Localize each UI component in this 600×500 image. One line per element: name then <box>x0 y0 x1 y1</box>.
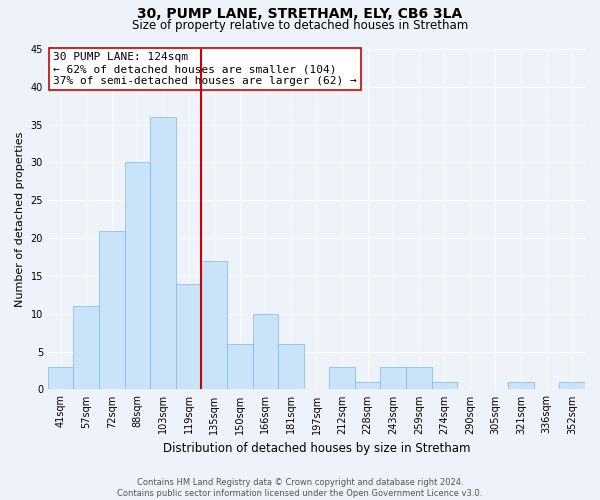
Bar <box>559 382 585 390</box>
Y-axis label: Number of detached properties: Number of detached properties <box>15 132 25 307</box>
Bar <box>431 382 457 390</box>
Text: 30 PUMP LANE: 124sqm
← 62% of detached houses are smaller (104)
37% of semi-deta: 30 PUMP LANE: 124sqm ← 62% of detached h… <box>53 52 357 86</box>
Bar <box>48 366 73 390</box>
Bar <box>329 366 355 390</box>
Bar <box>278 344 304 390</box>
Text: Size of property relative to detached houses in Stretham: Size of property relative to detached ho… <box>132 19 468 32</box>
Bar <box>150 117 176 390</box>
Bar <box>508 382 534 390</box>
Bar <box>355 382 380 390</box>
X-axis label: Distribution of detached houses by size in Stretham: Distribution of detached houses by size … <box>163 442 470 455</box>
Bar <box>202 261 227 390</box>
Text: Contains HM Land Registry data © Crown copyright and database right 2024.
Contai: Contains HM Land Registry data © Crown c… <box>118 478 482 498</box>
Text: 30, PUMP LANE, STRETHAM, ELY, CB6 3LA: 30, PUMP LANE, STRETHAM, ELY, CB6 3LA <box>137 8 463 22</box>
Bar <box>406 366 431 390</box>
Bar <box>125 162 150 390</box>
Bar <box>227 344 253 390</box>
Bar <box>176 284 202 390</box>
Bar <box>99 230 125 390</box>
Bar <box>73 306 99 390</box>
Bar <box>253 314 278 390</box>
Bar <box>380 366 406 390</box>
